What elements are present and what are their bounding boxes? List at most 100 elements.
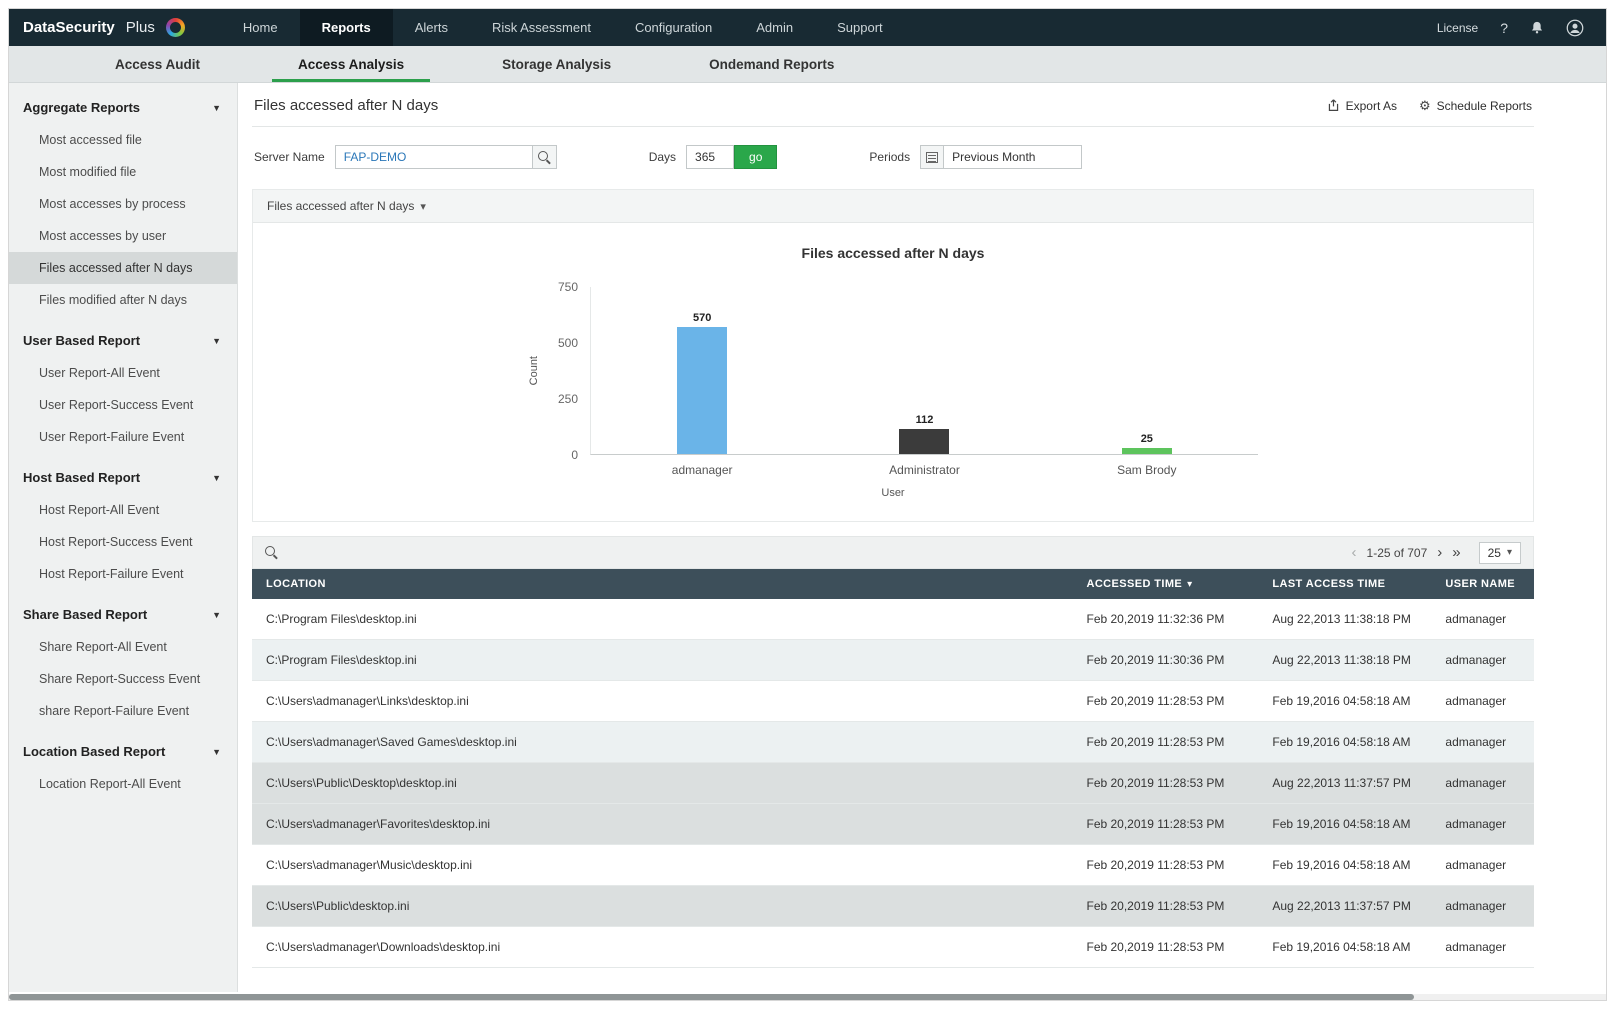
column-header[interactable]: LOCATION (252, 569, 1073, 599)
sidebar-entry[interactable]: Files modified after N days (9, 284, 237, 316)
sidebar-entry[interactable]: Share Based Report (9, 590, 237, 631)
bar-group: 112 Administrator (813, 287, 1035, 477)
sidebar-entry-label: Most accesses by user (39, 229, 167, 243)
nav-item[interactable]: Home (221, 9, 300, 46)
export-as-button[interactable]: Export As (1327, 99, 1397, 113)
schedule-reports-label: Schedule Reports (1436, 98, 1532, 113)
export-as-label: Export As (1345, 98, 1397, 113)
sidebar-entry[interactable]: Host Report-Success Event (9, 526, 237, 558)
nav-item[interactable]: Support (815, 9, 905, 46)
sidebar-entry[interactable]: Most accessed file (9, 124, 237, 156)
column-header[interactable]: ACCESSED TIME (1072, 569, 1259, 599)
cell-location: C:\Users\Public\Desktop\desktop.ini (252, 762, 1073, 804)
column-header[interactable]: LAST ACCESS TIME (1258, 569, 1432, 599)
sidebar-entry[interactable]: User Report-All Event (9, 357, 237, 389)
nav-item-label: Home (242, 20, 278, 35)
prev-page-button[interactable] (1352, 545, 1357, 560)
table-row: C:\Users\admanager\Links\desktop.ini Feb… (252, 680, 1534, 722)
sidebar-entry-label: Share Based Report (23, 607, 148, 622)
horizontal-scrollbar[interactable] (9, 994, 1606, 1000)
y-axis-tick: 0 (571, 448, 578, 462)
nav-item[interactable]: Alerts (393, 9, 470, 46)
y-axis-tick: 500 (557, 336, 578, 350)
bar-sam-brody[interactable] (1121, 448, 1172, 454)
sidebar-entry[interactable]: Share Report-Success Event (9, 663, 237, 695)
days-input[interactable] (686, 145, 735, 169)
report-tabbar: Access Audit Access Analysis Storage Ana… (9, 46, 1606, 83)
sidebar-entry[interactable]: User Report-Failure Event (9, 421, 237, 453)
next-page-button[interactable] (1437, 545, 1442, 560)
nav-item-label: Reports (321, 20, 371, 35)
report-tab[interactable]: Ondemand Reports (683, 46, 860, 82)
sidebar-entry[interactable]: Aggregate Reports (9, 83, 237, 124)
x-axis-label: User (881, 487, 905, 499)
sidebar-entry[interactable]: Host Based Report (9, 453, 237, 494)
nav-item[interactable]: Risk Assessment (470, 9, 613, 46)
notifications-bell-icon[interactable] (1530, 20, 1544, 35)
chevron-down-icon (212, 336, 221, 346)
nav-item[interactable]: Configuration (613, 9, 734, 46)
cell-last-access-time: Aug 22,2013 11:37:57 PM (1258, 762, 1432, 804)
sidebar-entry-label: Share Report-All Event (39, 640, 167, 654)
column-header-label: LOCATION (266, 578, 326, 590)
license-link[interactable]: License (1436, 20, 1479, 35)
sidebar-entry-label: User Based Report (23, 333, 141, 348)
last-page-button[interactable] (1452, 545, 1460, 560)
column-header-label: LAST ACCESS TIME (1272, 578, 1386, 590)
horizontal-scrollbar-thumb[interactable] (9, 994, 1415, 1000)
cell-last-access-time: Feb 19,2016 04:58:18 AM (1258, 721, 1432, 763)
sidebar-entry[interactable]: Location Report-All Event (9, 768, 237, 800)
sidebar-entry[interactable]: Host Report-Failure Event (9, 558, 237, 590)
nav-item[interactable]: Admin (734, 9, 815, 46)
table-search-icon[interactable] (265, 546, 278, 559)
sidebar-entry-label: User Report-Success Event (39, 398, 194, 412)
report-tab[interactable]: Storage Analysis (476, 46, 637, 82)
server-name-group: Server Name (254, 145, 557, 169)
sidebar-entry-label: Host Report-Success Event (39, 535, 193, 549)
sidebar-entry[interactable]: Share Report-All Event (9, 631, 237, 663)
y-axis-tick: 750 (557, 280, 578, 294)
sidebar-entry[interactable]: Files accessed after N days (9, 252, 237, 284)
export-icon (1328, 99, 1338, 111)
calendar-icon (926, 151, 939, 163)
sidebar-entry[interactable]: Host Report-All Event (9, 494, 237, 526)
brand-logo[interactable]: DataSecurity Plus (9, 9, 203, 46)
sidebar-entry-label: Host Report-All Event (39, 503, 160, 517)
calendar-button[interactable] (920, 145, 945, 169)
schedule-reports-button[interactable]: ⚙ Schedule Reports (1419, 98, 1532, 114)
chevron-down-icon (212, 473, 221, 483)
sidebar-entry[interactable]: User Report-Success Event (9, 389, 237, 421)
report-tab[interactable]: Access Analysis (272, 46, 431, 82)
sidebar-entry[interactable]: User Based Report (9, 316, 237, 357)
sidebar-entry-label: Most accesses by process (39, 197, 186, 211)
column-header[interactable]: USER NAME (1431, 569, 1534, 599)
sidebar-entry[interactable]: Most modified file (9, 156, 237, 188)
sidebar-entry[interactable]: Most accesses by user (9, 220, 237, 252)
sidebar-entry[interactable]: Location Based Report (9, 727, 237, 768)
cell-accessed-time: Feb 20,2019 11:28:53 PM (1072, 926, 1259, 968)
pagination-range: 1-25 of 707 (1366, 545, 1428, 560)
chart-type-selector-label: Files accessed after N days (267, 199, 415, 213)
help-icon[interactable]: ? (1500, 19, 1508, 36)
bar-admanager[interactable] (677, 327, 728, 454)
sidebar-entry[interactable]: Most accesses by process (9, 188, 237, 220)
cell-user-name: admanager (1431, 803, 1534, 845)
user-avatar-icon[interactable] (1566, 19, 1584, 37)
server-name-input[interactable] (334, 145, 533, 169)
server-search-button[interactable] (532, 145, 557, 169)
bar-administrator[interactable] (899, 429, 950, 454)
sidebar-entry[interactable]: share Report-Failure Event (9, 695, 237, 727)
periods-input[interactable] (944, 145, 1083, 169)
report-tab[interactable]: Access Audit (89, 46, 226, 82)
x-axis-category-label: Sam Brody (1117, 463, 1177, 477)
x-axis-category-label: admanager (671, 463, 733, 477)
nav-item[interactable]: Reports (299, 9, 393, 46)
page-size-select[interactable]: 25 (1478, 541, 1521, 564)
cell-last-access-time: Feb 19,2016 04:58:18 AM (1258, 844, 1432, 886)
go-button[interactable]: go (734, 145, 778, 169)
sidebar-entry-label: Location Based Report (23, 744, 166, 759)
table-row: C:\Users\admanager\Saved Games\desktop.i… (252, 721, 1534, 763)
cell-user-name: admanager (1431, 599, 1534, 640)
sidebar-entry-label: Most accessed file (39, 133, 142, 147)
chart-type-selector[interactable]: Files accessed after N days (253, 190, 1533, 223)
